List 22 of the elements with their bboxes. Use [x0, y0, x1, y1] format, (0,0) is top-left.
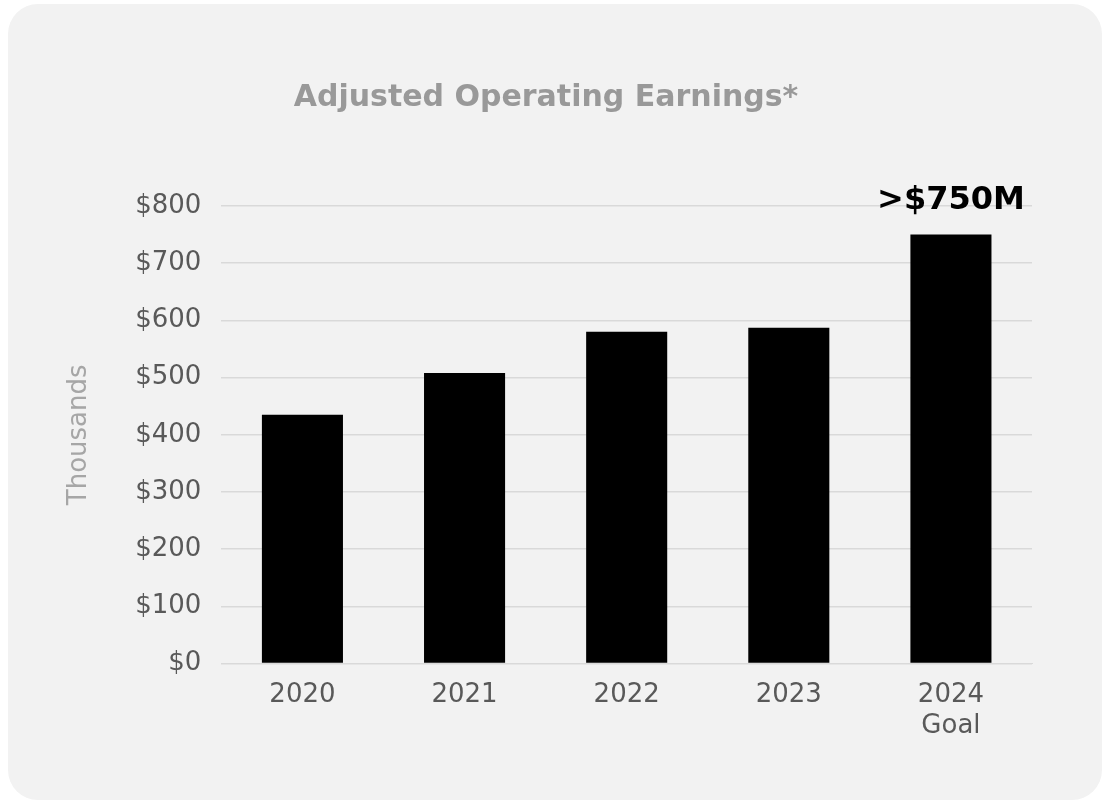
x-tick-label: 2022 [593, 677, 660, 708]
y-tick-label: $300 [135, 474, 202, 505]
bar [748, 327, 830, 663]
chart-title: Adjusted Operating Earnings* [293, 77, 799, 113]
x-tick-label: 2020 [269, 677, 336, 708]
y-tick-label: $200 [135, 531, 202, 562]
y-tick-label: $100 [135, 589, 202, 620]
x-tick-label: 2024 Goal [917, 677, 985, 740]
y-tick-label: $800 [135, 188, 202, 219]
y-tick-label: $700 [135, 245, 202, 276]
annotation: >$750M [877, 178, 1025, 217]
x-tick-label: 2023 [755, 677, 822, 708]
y-tick-label: $600 [135, 303, 202, 334]
y-tick-label: $0 [168, 646, 202, 677]
bar [910, 234, 992, 663]
x-tick-label: 2021 [431, 677, 498, 708]
y-axis-title: Thousands [62, 364, 93, 507]
bar [261, 414, 343, 663]
y-tick-label: $500 [135, 360, 202, 391]
bar [424, 373, 506, 663]
y-tick-label: $400 [135, 417, 202, 448]
bar [586, 331, 668, 663]
